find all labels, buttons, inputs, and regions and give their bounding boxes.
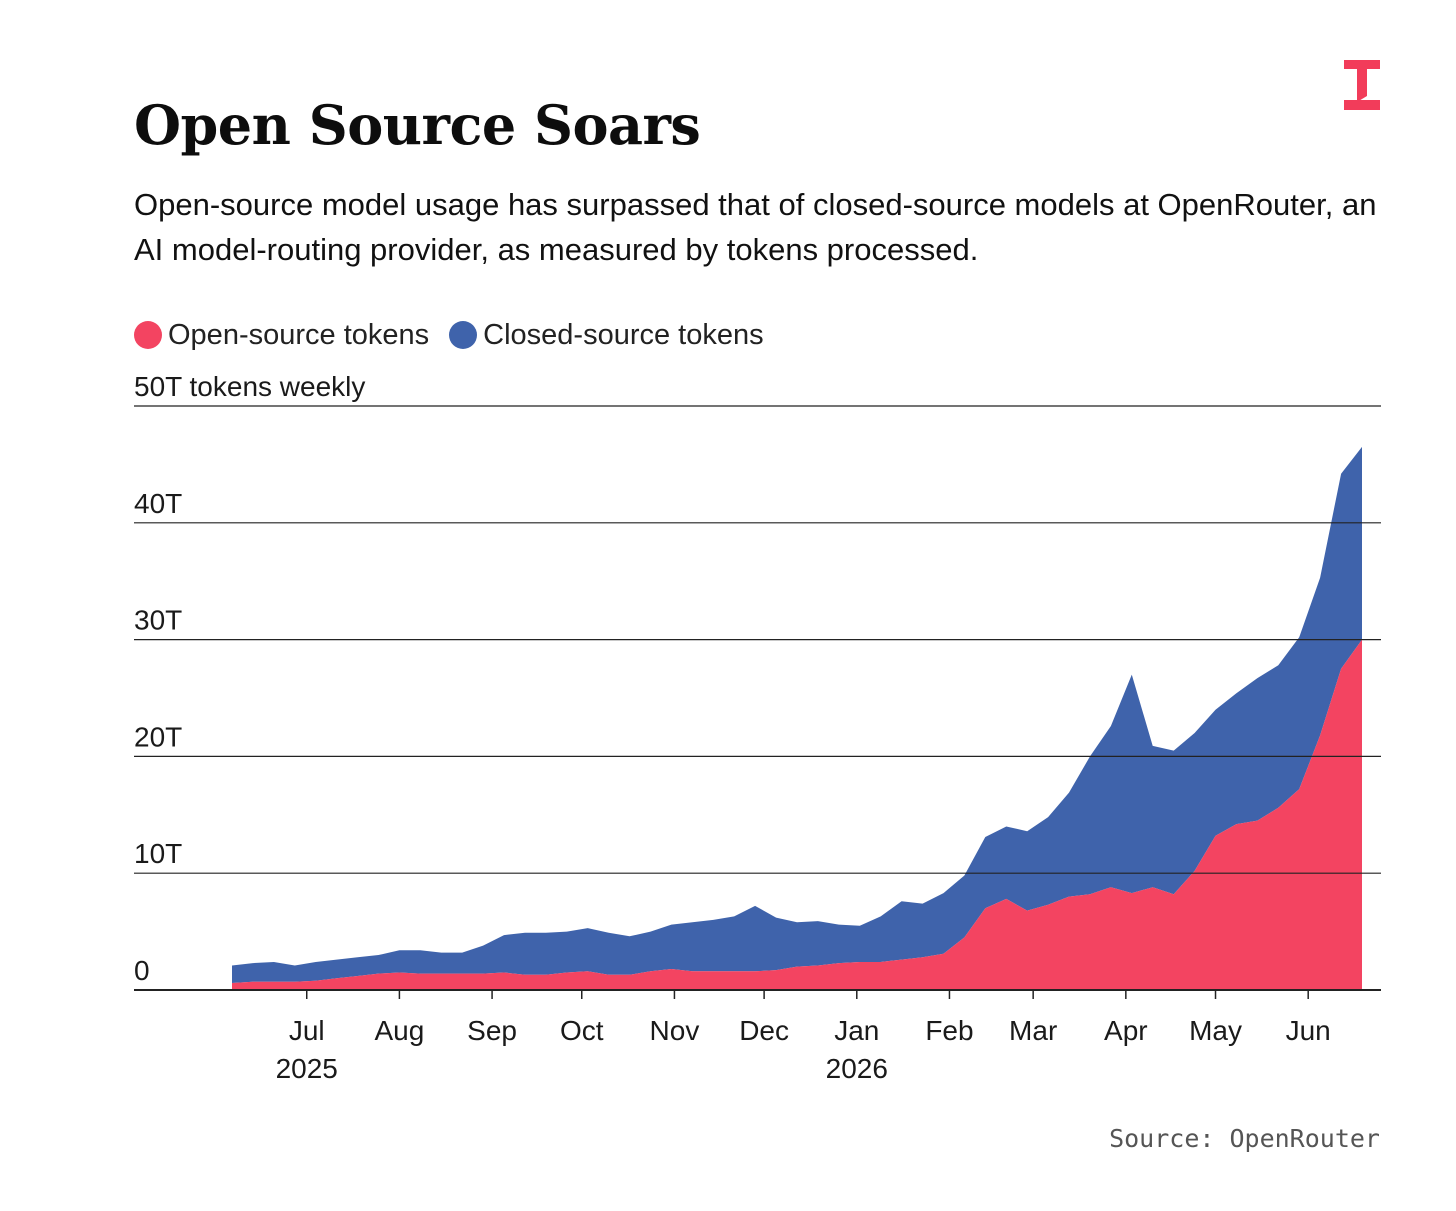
x-tick-label-nov: Nov bbox=[650, 1015, 700, 1046]
x-tick-label-oct: Oct bbox=[560, 1015, 604, 1046]
closed-source-area bbox=[232, 446, 1362, 983]
legend-swatch-closed-source bbox=[449, 321, 478, 349]
legend-label-open-source: Open-source tokens bbox=[168, 318, 430, 351]
x-tick-label-jan: Jan bbox=[834, 1015, 879, 1046]
x-tick-year-2026: 2026 bbox=[826, 1053, 888, 1084]
y-tick-label-20: 20T bbox=[134, 721, 182, 752]
x-tick-label-may: May bbox=[1189, 1015, 1242, 1046]
x-tick-label-feb: Feb bbox=[925, 1015, 973, 1046]
x-tick-label-jul: Jul bbox=[289, 1015, 325, 1046]
y-tick-label-0: 0 bbox=[134, 955, 150, 986]
open-source-area bbox=[232, 639, 1362, 990]
y-tick-label-50: 50T tokens weekly bbox=[134, 371, 365, 402]
legend-swatch-open-source bbox=[134, 321, 162, 349]
x-tick-label-sep: Sep bbox=[467, 1015, 517, 1046]
legend-item-closed-source: Closed-source tokens bbox=[449, 318, 764, 352]
x-tick-label-dec: Dec bbox=[739, 1015, 789, 1046]
x-tick-label-aug: Aug bbox=[374, 1015, 424, 1046]
legend-item-open-source: Open-source tokens bbox=[134, 319, 429, 352]
legend-label-closed-source: Closed-source tokens bbox=[483, 318, 764, 351]
x-tick-label-mar: Mar bbox=[1009, 1015, 1057, 1046]
x-tick-label-jun: Jun bbox=[1286, 1015, 1331, 1046]
x-tick-year-2025: 2025 bbox=[276, 1053, 338, 1084]
y-tick-label-40: 40T bbox=[134, 488, 182, 519]
brand-logo-icon bbox=[1344, 60, 1380, 110]
chart-subtitle: Open-source model usage has surpassed th… bbox=[134, 187, 1377, 267]
y-tick-label-30: 30T bbox=[134, 605, 182, 636]
x-tick-label-apr: Apr bbox=[1104, 1015, 1148, 1046]
chart-legend: Open-source tokens Closed-source tokens bbox=[134, 315, 784, 355]
source-note: Source: OpenRouter bbox=[1109, 1124, 1380, 1153]
y-tick-label-10: 10T bbox=[134, 838, 182, 869]
chart-title: Open Source Soars bbox=[134, 93, 701, 157]
